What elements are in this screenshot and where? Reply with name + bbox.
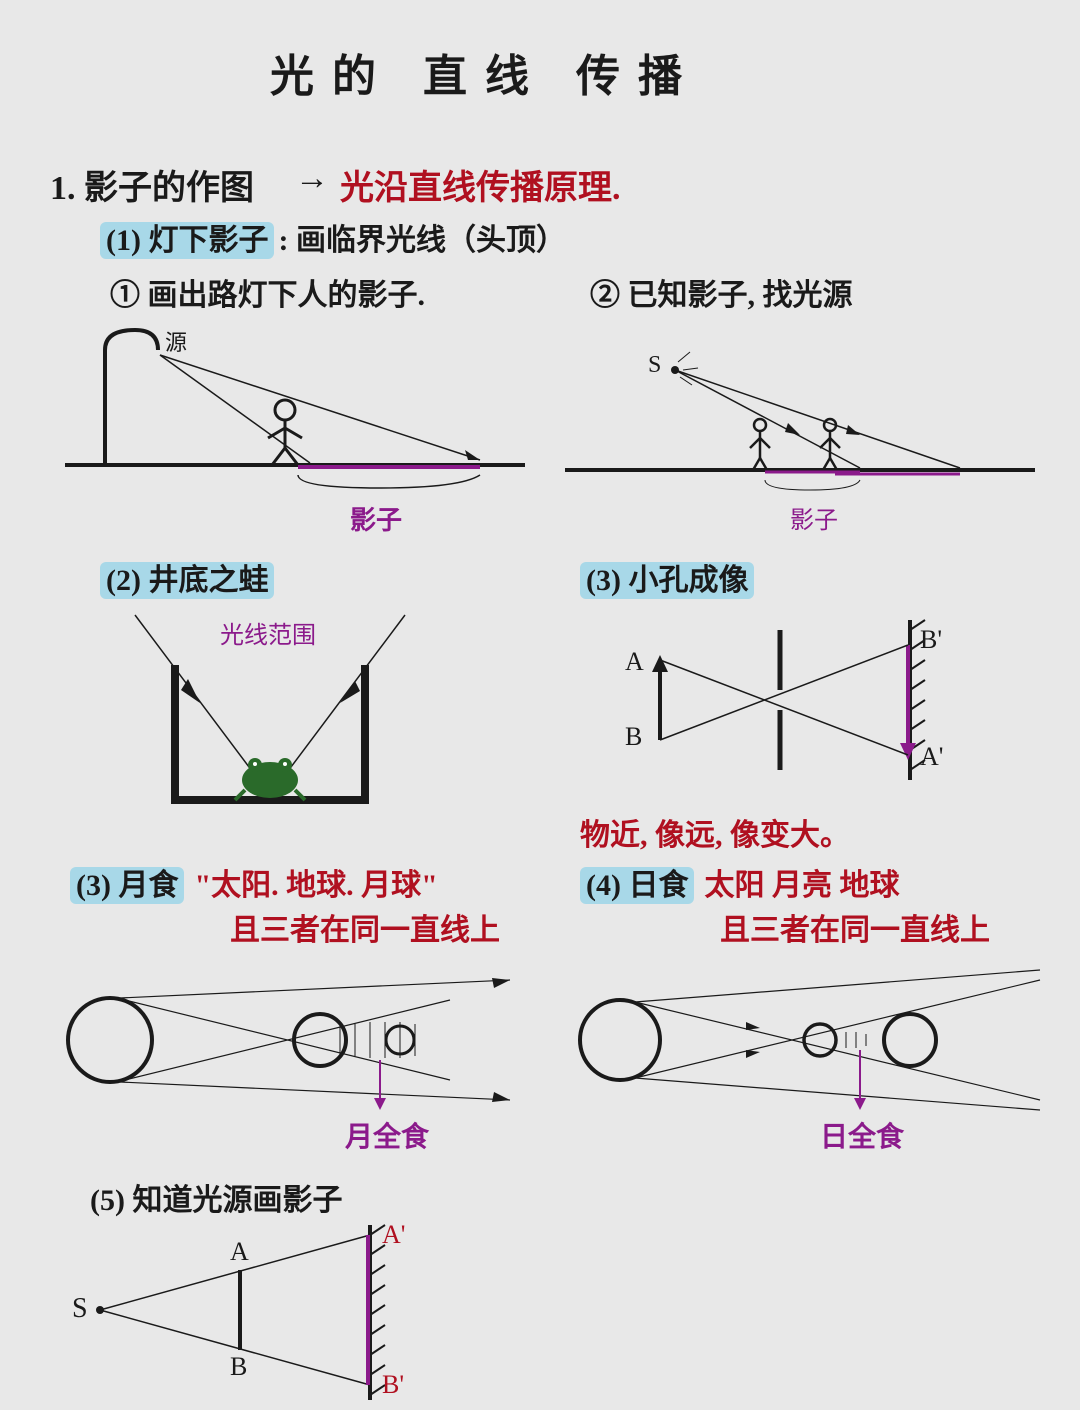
s4-hl: (4) 日食 xyxy=(580,867,694,904)
s3b-red2: 且三者在同一直线上 xyxy=(230,905,500,949)
s4-red2: 且三者在同一直线上 xyxy=(720,905,990,949)
s5-heading: (5) 知道光源画影子 xyxy=(90,1175,342,1219)
svg-text:B: B xyxy=(625,722,642,751)
s3-note: 物近, 像远, 像变大。 xyxy=(580,810,850,854)
range-label: 光线范围 xyxy=(220,615,316,650)
s3-hl: (3) 小孔成像 xyxy=(580,562,754,599)
svg-text:B: B xyxy=(230,1352,247,1381)
svg-text:B': B' xyxy=(382,1370,404,1399)
page-title: 光的 直线 传播 xyxy=(270,40,700,104)
lunar-label: 月全食 xyxy=(345,1115,429,1155)
s3b-hl: (3) 月食 xyxy=(70,867,184,904)
s1-heading-red: 光沿直线传播原理. xyxy=(340,160,621,209)
diagram-lamp-shadow: 源 xyxy=(60,320,530,530)
svg-text:B': B' xyxy=(920,625,942,654)
svg-text:A': A' xyxy=(382,1220,405,1249)
svg-text:A': A' xyxy=(920,742,943,771)
svg-text:S: S xyxy=(72,1293,88,1324)
page: 光的 直线 传播 1. 影子的作图 → 光沿直线传播原理. (1) 灯下影子 :… xyxy=(0,0,1080,1410)
arrow-icon: → xyxy=(295,160,329,198)
svg-text:S: S xyxy=(648,352,661,378)
s1-item1a: ① 画出路灯下人的影子. xyxy=(110,270,425,314)
shadow-label-1b: 影子 xyxy=(790,500,838,535)
s1-sub1-rest: : 画临界光线（头顶） xyxy=(278,224,566,257)
s1-item1b: ② 已知影子, 找光源 xyxy=(590,270,853,314)
s1-sub1-hl: (1) 灯下影子 xyxy=(100,222,274,259)
diagram-source-shadow: S A B A' B' xyxy=(60,1215,460,1405)
s3b-red1: "太阳. 地球. 月球" xyxy=(194,869,437,902)
lamp-source-label: 源 xyxy=(165,330,187,355)
s1-heading-black: 1. 影子的作图 xyxy=(50,160,254,209)
solar-label: 日全食 xyxy=(820,1115,904,1155)
s2-hl: (2) 井底之蛙 xyxy=(100,562,274,599)
s4-red1: 太阳 月亮 地球 xyxy=(704,869,899,902)
svg-text:A: A xyxy=(230,1237,249,1266)
diagram-lunar-eclipse xyxy=(40,950,540,1160)
svg-text:A: A xyxy=(625,647,644,676)
shadow-label-1a: 影子 xyxy=(350,500,402,537)
diagram-pinhole: A B B' A' xyxy=(560,600,990,800)
diagram-solar-eclipse xyxy=(560,950,1060,1160)
